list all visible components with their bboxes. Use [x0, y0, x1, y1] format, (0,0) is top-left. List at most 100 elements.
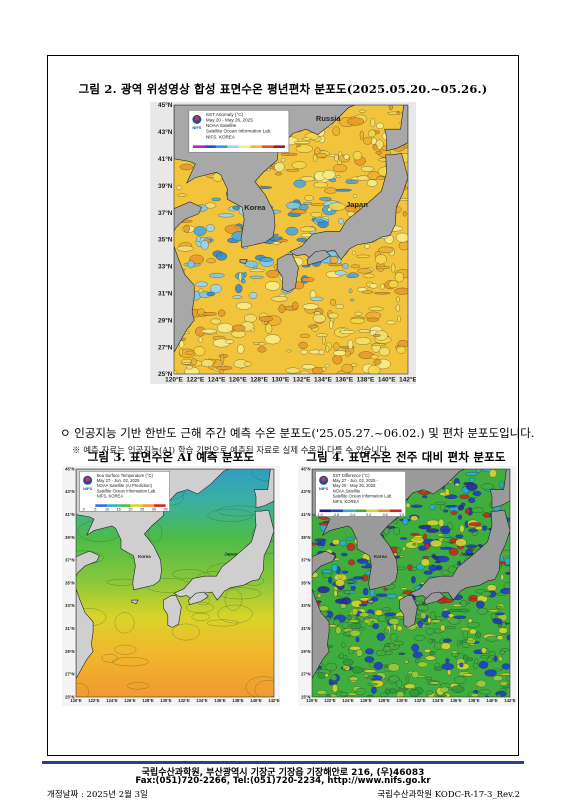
patch — [394, 287, 408, 295]
patch — [396, 625, 403, 632]
plot-border — [311, 468, 511, 698]
colorbar-cell — [366, 509, 379, 513]
patch — [354, 337, 372, 345]
patch — [308, 324, 318, 329]
land — [489, 469, 510, 509]
patch — [491, 618, 502, 622]
patch — [294, 141, 311, 144]
patch — [275, 172, 283, 176]
patch — [433, 666, 443, 671]
patch — [333, 342, 340, 351]
patch — [411, 575, 416, 584]
place-label: Japan — [224, 552, 237, 557]
patch — [274, 162, 285, 172]
colorbar-cell — [331, 509, 344, 513]
legend-box — [315, 471, 406, 517]
lon-label: 130°E — [396, 698, 408, 703]
patch — [249, 275, 264, 279]
patch — [453, 615, 467, 619]
patch — [363, 619, 371, 624]
patch — [197, 308, 205, 316]
patch — [349, 645, 361, 651]
patch — [428, 564, 438, 572]
patch — [425, 628, 435, 635]
patch — [353, 194, 358, 198]
patch — [397, 315, 401, 323]
lat-label: 33°N — [65, 603, 74, 608]
lon-label: 122°E — [88, 698, 100, 703]
patch — [469, 476, 475, 483]
land — [239, 259, 248, 265]
patch — [347, 272, 359, 278]
legend-line: NOAA Satellite — [206, 123, 237, 128]
patch — [445, 505, 458, 508]
patch — [348, 676, 359, 681]
patch — [382, 646, 392, 652]
patch — [299, 333, 310, 338]
colorbar-cell — [319, 509, 332, 513]
colorbar-cell — [95, 504, 108, 507]
patch — [375, 593, 388, 597]
colorbar-cell — [83, 504, 96, 507]
patch — [324, 673, 329, 678]
patch — [428, 638, 433, 644]
land — [76, 588, 94, 679]
plot-border — [75, 468, 275, 698]
patch — [396, 345, 406, 354]
patch — [301, 264, 311, 268]
patch — [185, 350, 194, 355]
patch — [438, 518, 445, 527]
patch — [365, 562, 371, 569]
patch — [355, 687, 366, 696]
patch — [200, 240, 209, 250]
legend-line: May 20 - May 26, 2025 — [206, 117, 253, 122]
lon-label: 138°E — [357, 376, 375, 384]
patch — [329, 256, 339, 264]
patch — [265, 281, 281, 291]
patch — [198, 336, 203, 343]
patch — [431, 554, 437, 559]
patch — [367, 682, 378, 686]
colorbar-cell — [227, 145, 239, 148]
patch — [328, 202, 346, 211]
patch — [285, 226, 299, 236]
patch — [440, 624, 446, 632]
patch — [385, 320, 397, 325]
lon-label: 128°E — [250, 376, 268, 384]
patch — [304, 195, 314, 201]
patch — [362, 587, 369, 596]
patch — [458, 608, 470, 613]
patch — [368, 306, 384, 311]
patch — [285, 202, 301, 210]
patch — [360, 166, 374, 172]
patch — [387, 663, 400, 672]
patch — [345, 536, 355, 541]
colorbar-label: -0.6 — [333, 513, 339, 517]
colorbar-label: 10 — [105, 508, 109, 512]
patch — [195, 281, 208, 288]
patch — [322, 335, 326, 345]
lat-label: 37°N — [65, 558, 74, 563]
colorbar-cell — [130, 504, 143, 507]
colorbar-label: 35 — [164, 508, 168, 512]
lat-label: 43°N — [158, 128, 173, 136]
place-label: Russia — [316, 114, 341, 123]
patch — [484, 669, 497, 677]
patch — [361, 290, 374, 294]
patch — [386, 111, 404, 115]
patch — [495, 612, 505, 616]
patch — [420, 612, 427, 620]
lat-label: 29°N — [158, 316, 173, 324]
lat-label: 37°N — [301, 558, 310, 563]
patch — [335, 188, 352, 192]
patch — [351, 599, 363, 608]
patch — [405, 675, 410, 683]
patch — [346, 615, 352, 621]
patch — [352, 607, 358, 616]
patch — [238, 272, 242, 282]
colorbar-cell — [192, 145, 205, 148]
patch — [487, 656, 493, 663]
patch — [218, 309, 226, 317]
patch — [462, 630, 469, 639]
patch — [286, 349, 292, 353]
